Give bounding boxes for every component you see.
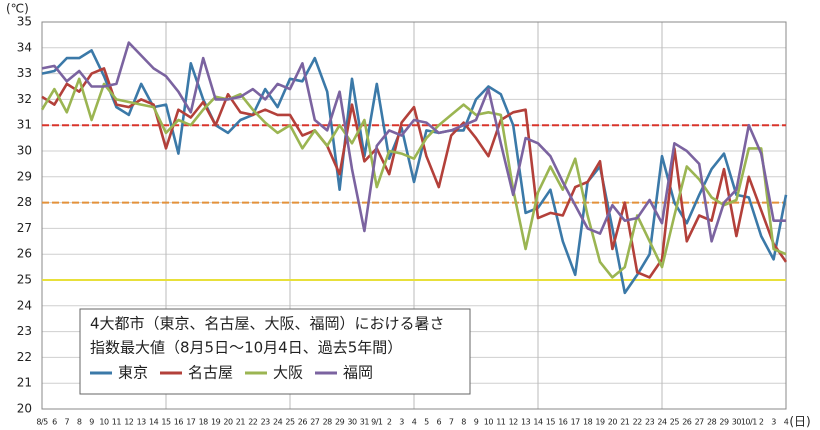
y-tick-label: 28 bbox=[17, 195, 32, 209]
x-tick-label: 28 bbox=[707, 418, 717, 427]
x-tick-label: 26 bbox=[298, 418, 308, 427]
x-tick-label: 10/1 bbox=[741, 418, 757, 427]
y-tick-label: 23 bbox=[17, 324, 32, 338]
x-tick-label: 23 bbox=[261, 418, 271, 427]
legend-label: 名古屋 bbox=[188, 364, 233, 382]
x-tick-label: 8/5 bbox=[36, 418, 48, 427]
x-tick-label: 4 bbox=[784, 418, 789, 427]
x-tick-label: 11 bbox=[112, 418, 122, 427]
x-tick-label: 8 bbox=[77, 418, 82, 427]
x-tick-label: 31 bbox=[360, 418, 370, 427]
x-tick-label: 29 bbox=[335, 418, 345, 427]
legend: 4大都市（東京、名古屋、大阪、福岡）における暑さ指数最大値（8月5日～10月4日… bbox=[79, 308, 471, 395]
x-tick-label: 2 bbox=[759, 418, 764, 427]
x-tick-label: 25 bbox=[670, 418, 680, 427]
series-line bbox=[41, 41, 786, 243]
x-tick-label: 8 bbox=[461, 418, 466, 427]
plot-frame bbox=[41, 21, 787, 410]
y-tick-label: 34 bbox=[17, 40, 32, 54]
series-line bbox=[41, 67, 788, 279]
x-tick-label: 16 bbox=[558, 418, 568, 427]
x-tick-label: 2 bbox=[387, 418, 392, 427]
x-tick-label: 20 bbox=[223, 418, 233, 427]
series-line bbox=[41, 49, 788, 295]
x-tick-label: 26 bbox=[682, 418, 692, 427]
x-tick-label: 24 bbox=[273, 418, 283, 427]
x-tick-label: 18 bbox=[199, 418, 209, 427]
y-tick-label: 29 bbox=[17, 169, 32, 183]
x-tick-label: 22 bbox=[248, 418, 258, 427]
x-tick-label: 14 bbox=[533, 418, 543, 427]
y-tick-label: 20 bbox=[17, 402, 32, 416]
x-tick-label: 20 bbox=[608, 418, 618, 427]
y-unit: (℃) bbox=[6, 2, 29, 16]
y-tick-label: 22 bbox=[17, 350, 32, 364]
x-tick-label: 6 bbox=[437, 418, 442, 427]
x-tick-label: 7 bbox=[65, 418, 70, 427]
y-tick-label: 35 bbox=[17, 15, 32, 29]
x-tick-label: 15 bbox=[546, 418, 556, 427]
legend-label: 福岡 bbox=[343, 364, 373, 382]
x-tick-label: 27 bbox=[310, 418, 320, 427]
x-tick-label: 19 bbox=[595, 418, 605, 427]
y-tick-label: 32 bbox=[17, 92, 32, 106]
x-tick-label: 29 bbox=[719, 418, 729, 427]
series-line bbox=[40, 77, 787, 279]
x-tick-label: 9 bbox=[89, 418, 94, 427]
legend-box bbox=[79, 308, 471, 395]
x-tick-label: 16 bbox=[174, 418, 184, 427]
x-tick-label: 21 bbox=[620, 418, 630, 427]
x-tick-label: 30 bbox=[347, 418, 357, 427]
x-tick-label: 9/1 bbox=[371, 418, 383, 427]
x-tick-label: 11 bbox=[496, 418, 506, 427]
x-tick-label: 13 bbox=[521, 418, 531, 427]
x-tick-label: 10 bbox=[484, 418, 494, 427]
x-tick-label: 10 bbox=[99, 418, 109, 427]
x-tick-label: 5 bbox=[424, 418, 429, 427]
x-tick-label: 23 bbox=[645, 418, 655, 427]
y-tick-label: 30 bbox=[17, 144, 32, 158]
y-tick-label: 21 bbox=[17, 376, 32, 390]
x-tick-label: 12 bbox=[509, 418, 519, 427]
x-tick-label: 17 bbox=[186, 418, 196, 427]
x-tick-label: 13 bbox=[137, 418, 147, 427]
y-tick-label: 25 bbox=[17, 273, 32, 287]
x-tick-label: 21 bbox=[236, 418, 246, 427]
legend-label: 大阪 bbox=[273, 364, 303, 382]
x-tick-label: 25 bbox=[285, 418, 295, 427]
x-tick-label: 17 bbox=[571, 418, 581, 427]
x-tick-label: 6 bbox=[52, 418, 57, 427]
x-unit: (日) bbox=[789, 415, 810, 429]
x-tick-label: 18 bbox=[583, 418, 593, 427]
y-tick-label: 26 bbox=[17, 247, 32, 261]
x-tick-label: 4 bbox=[412, 418, 417, 427]
x-tick-label: 7 bbox=[449, 418, 454, 427]
y-tick-label: 27 bbox=[17, 221, 32, 235]
legend-label: 東京 bbox=[118, 364, 148, 382]
y-tick-label: 31 bbox=[17, 118, 32, 132]
x-tick-label: 12 bbox=[124, 418, 134, 427]
x-tick-label: 22 bbox=[633, 418, 643, 427]
x-tick-label: 27 bbox=[695, 418, 705, 427]
x-tick-label: 9 bbox=[474, 418, 479, 427]
x-tick-label: 3 bbox=[771, 418, 776, 427]
legend-title: 4大都市（東京、名古屋、大阪、福岡）における暑さ bbox=[90, 315, 445, 333]
x-tick-label: 19 bbox=[211, 418, 221, 427]
x-tick-label: 15 bbox=[161, 418, 171, 427]
x-tick-label: 30 bbox=[732, 418, 742, 427]
y-tick-label: 24 bbox=[17, 298, 32, 312]
x-tick-label: 24 bbox=[657, 418, 667, 427]
y-tick-label: 33 bbox=[17, 66, 32, 80]
x-tick-label: 14 bbox=[149, 418, 159, 427]
x-tick-label: 28 bbox=[323, 418, 333, 427]
legend-title: 指数最大値（8月5日～10月4日、過去5年間） bbox=[90, 339, 402, 357]
x-tick-label: 3 bbox=[399, 418, 404, 427]
